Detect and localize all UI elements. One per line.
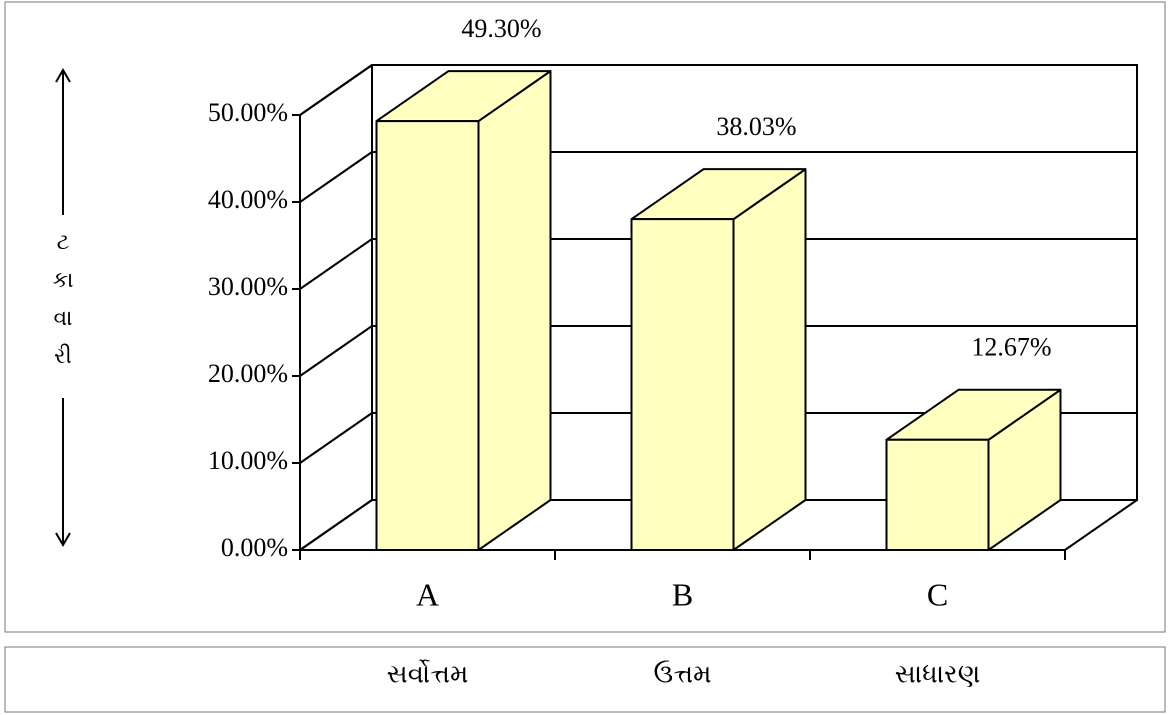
y-axis-label: ટ: [57, 230, 70, 255]
y-tick-label: 10.00%: [208, 446, 288, 475]
bar-side: [732, 168, 807, 551]
y-axis-label: રી: [54, 344, 72, 369]
bar: [630, 218, 735, 551]
y-axis-arrows: [55, 68, 71, 547]
grid-line: [299, 238, 373, 290]
bar: [885, 438, 990, 551]
y-axis-label: વા: [53, 306, 72, 331]
y-axis-label: કા: [53, 268, 74, 293]
x-tick-label: C: [927, 576, 948, 612]
grid-line: [299, 151, 373, 203]
chart-frame: [4, 1, 1166, 633]
grid-line: [299, 412, 373, 464]
y-tick-label: 50.00%: [208, 98, 288, 127]
value-label: 49.30%: [461, 14, 541, 43]
y-tick-label: 0.00%: [221, 533, 288, 562]
x-tick-label: B: [672, 576, 693, 612]
grid-line: [299, 499, 373, 551]
x-tick-label: A: [416, 576, 439, 612]
description-frame: [4, 646, 1166, 713]
category-description: ઉત્તમ: [654, 660, 712, 690]
bar-side: [477, 70, 552, 551]
bar: [375, 120, 480, 551]
category-description: સાધારણ: [895, 660, 981, 690]
value-label: 38.03%: [716, 112, 796, 141]
category-description: સર્વોત્તમ: [387, 660, 469, 690]
y-tick-label: 30.00%: [208, 272, 288, 301]
y-tick-label: 20.00%: [208, 359, 288, 388]
value-label: 12.67%: [971, 333, 1051, 362]
grid-line: [299, 64, 373, 116]
y-tick-label: 40.00%: [208, 185, 288, 214]
grid-line: [299, 325, 373, 377]
